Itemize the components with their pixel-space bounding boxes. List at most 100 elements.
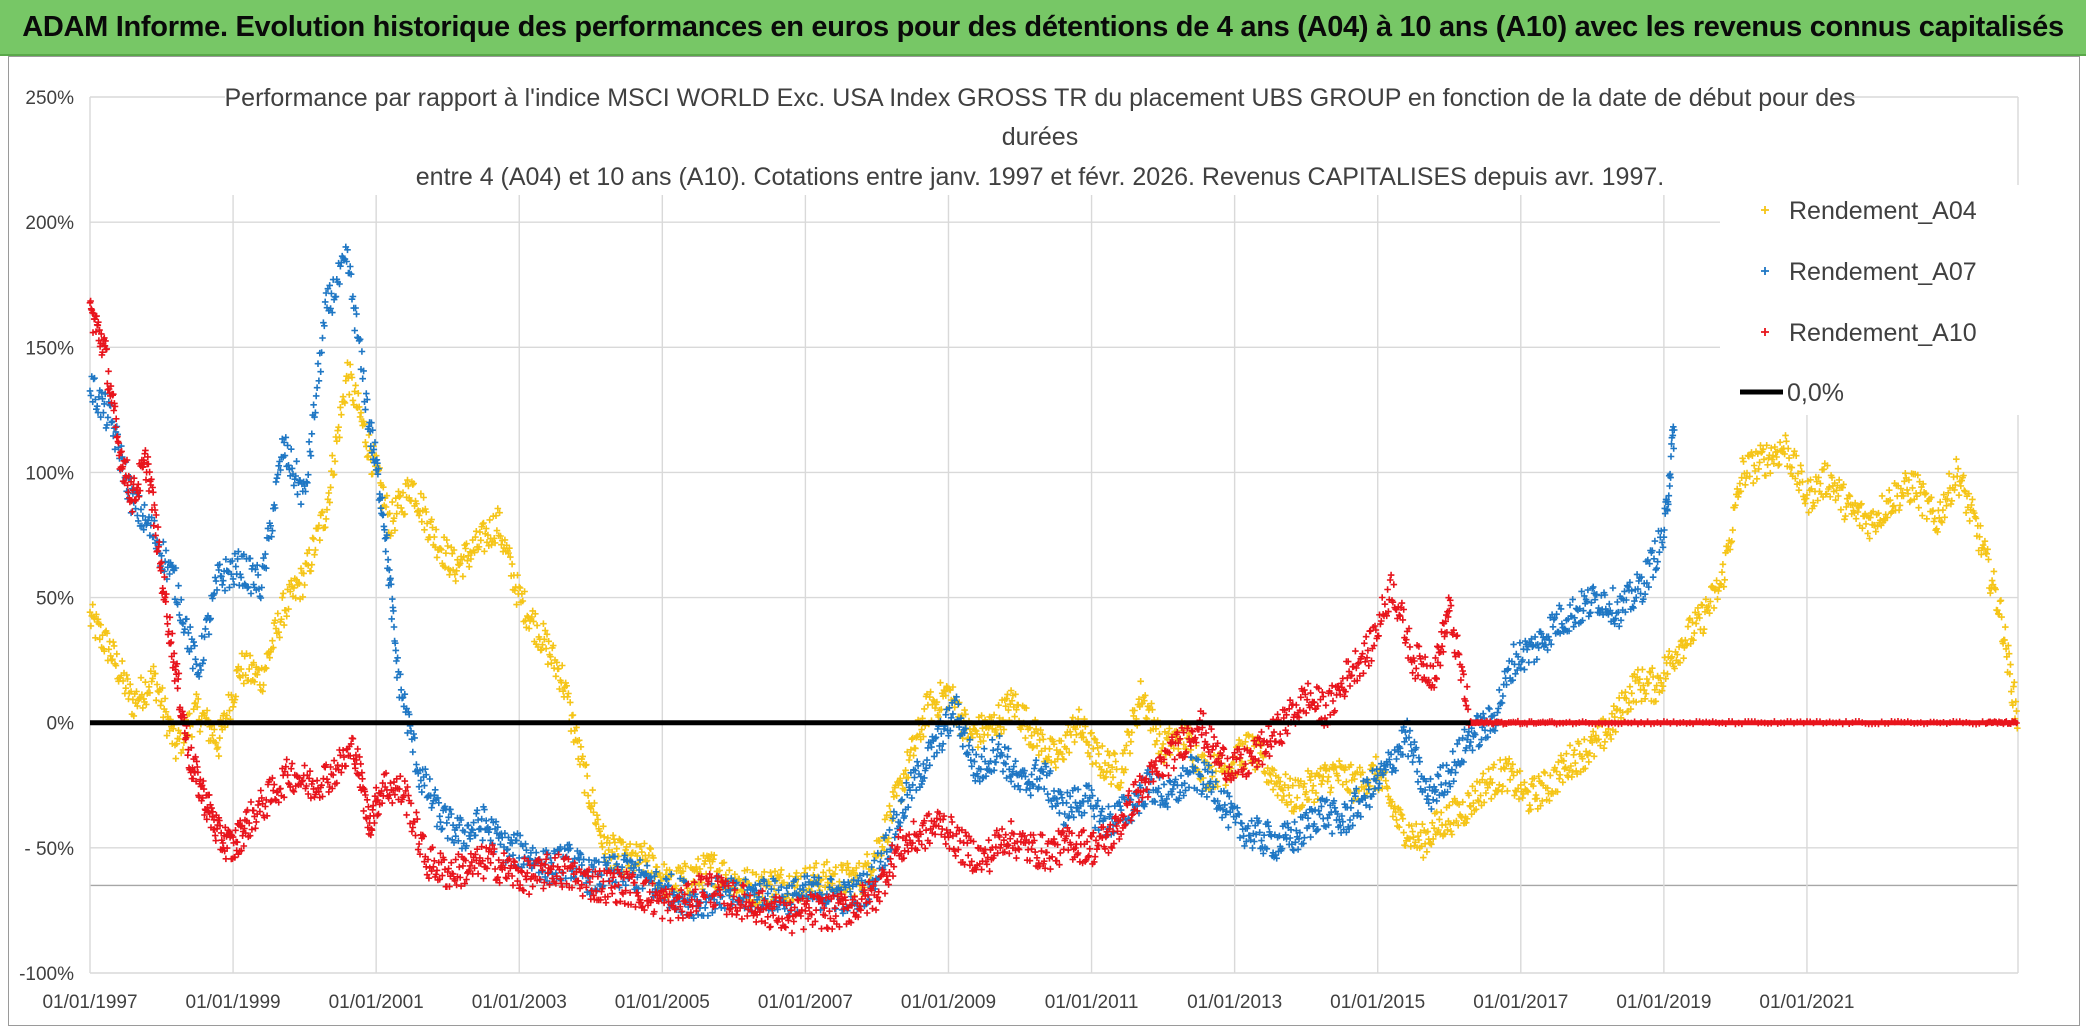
point-a04: [166, 727, 173, 735]
point-a07: [404, 729, 411, 737]
point-a04: [1823, 490, 1830, 498]
point-a04: [1475, 798, 1483, 805]
x-tick-label: 01/01/2009: [901, 992, 996, 1013]
point-a07: [1621, 588, 1628, 595]
point-a04: [456, 560, 464, 567]
point-a07: [448, 810, 455, 818]
point-a07: [1348, 797, 1356, 805]
point-a04: [1953, 455, 1960, 463]
point-a07: [1328, 830, 1336, 837]
point-a04: [1050, 740, 1058, 748]
point-a07: [1589, 583, 1597, 591]
point-a04: [752, 871, 760, 878]
point-a07: [1036, 775, 1043, 782]
point-a07: [158, 552, 165, 560]
point-a10: [149, 489, 157, 496]
point-a07: [1255, 817, 1263, 825]
point-a04: [1874, 523, 1881, 530]
point-a07: [1349, 822, 1356, 829]
point-a04: [1691, 629, 1698, 637]
point-a07: [1466, 742, 1474, 750]
point-a04: [107, 652, 114, 660]
point-a07: [1363, 776, 1371, 783]
point-a10: [363, 796, 371, 804]
point-a04: [513, 601, 520, 608]
point-a10: [354, 745, 361, 753]
point-a07: [1661, 526, 1668, 534]
point-a10: [676, 893, 683, 901]
point-a07: [368, 419, 375, 426]
point-a10: [209, 808, 217, 816]
point-a07: [191, 642, 198, 650]
point-a10: [372, 784, 380, 791]
point-a07: [882, 831, 890, 839]
point-a10: [378, 787, 385, 795]
point-a10: [203, 816, 211, 823]
point-a04: [1073, 731, 1080, 739]
point-a10: [298, 778, 306, 785]
point-a04: [1095, 750, 1102, 758]
point-a04: [251, 678, 258, 686]
point-a04: [1052, 764, 1060, 771]
point-a07: [926, 762, 933, 769]
point-a04: [212, 739, 220, 747]
point-a10: [534, 857, 542, 864]
point-a07: [1099, 805, 1106, 813]
point-a07: [1399, 751, 1407, 758]
point-a07: [1578, 588, 1585, 595]
point-a04: [1623, 695, 1630, 702]
point-a10: [522, 873, 529, 880]
point-a07: [651, 873, 658, 880]
point-a07: [1091, 824, 1099, 831]
point-a04: [935, 713, 942, 721]
point-a04: [1869, 508, 1877, 515]
point-a04: [1776, 439, 1784, 446]
point-a04: [1750, 479, 1757, 487]
point-a04: [296, 580, 303, 587]
point-a04: [269, 637, 276, 644]
point-a07: [219, 581, 226, 589]
point-a04: [1090, 735, 1098, 742]
point-a07: [1547, 641, 1555, 648]
point-a07: [1005, 745, 1012, 752]
point-a04: [918, 726, 925, 733]
point-a04: [1750, 462, 1758, 469]
point-a10: [124, 489, 132, 496]
point-a10: [637, 899, 645, 906]
point-a04: [650, 854, 657, 862]
point-a07: [1429, 796, 1437, 804]
point-a07: [1576, 605, 1584, 612]
point-a04: [159, 684, 166, 692]
point-a04: [1757, 442, 1764, 449]
point-a07: [187, 645, 195, 652]
point-a07: [189, 665, 197, 672]
point-a10: [529, 883, 536, 890]
point-a10: [511, 858, 519, 866]
point-a07: [846, 888, 854, 895]
point-a10: [444, 868, 451, 876]
point-a10: [408, 828, 416, 835]
point-a07: [1094, 797, 1102, 804]
point-a04: [611, 839, 619, 846]
point-a04: [1573, 770, 1581, 778]
point-a07: [363, 390, 370, 397]
point-a07: [1486, 705, 1493, 713]
point-a10: [93, 312, 100, 320]
point-a04: [122, 684, 130, 692]
point-a04: [735, 875, 743, 883]
point-a10: [397, 773, 404, 780]
point-a10: [252, 825, 259, 832]
point-a07: [1295, 835, 1303, 843]
point-a04: [1659, 682, 1667, 690]
point-a07: [1026, 785, 1034, 792]
point-a07: [353, 310, 360, 318]
point-a04: [1581, 765, 1589, 772]
point-a07: [1116, 798, 1123, 806]
point-a04: [1267, 771, 1274, 778]
point-a07: [1366, 803, 1373, 811]
point-a10: [641, 906, 648, 914]
point-a04: [1792, 475, 1799, 482]
point-a04: [1753, 475, 1761, 483]
point-a04: [481, 548, 488, 555]
point-a07: [177, 596, 185, 603]
